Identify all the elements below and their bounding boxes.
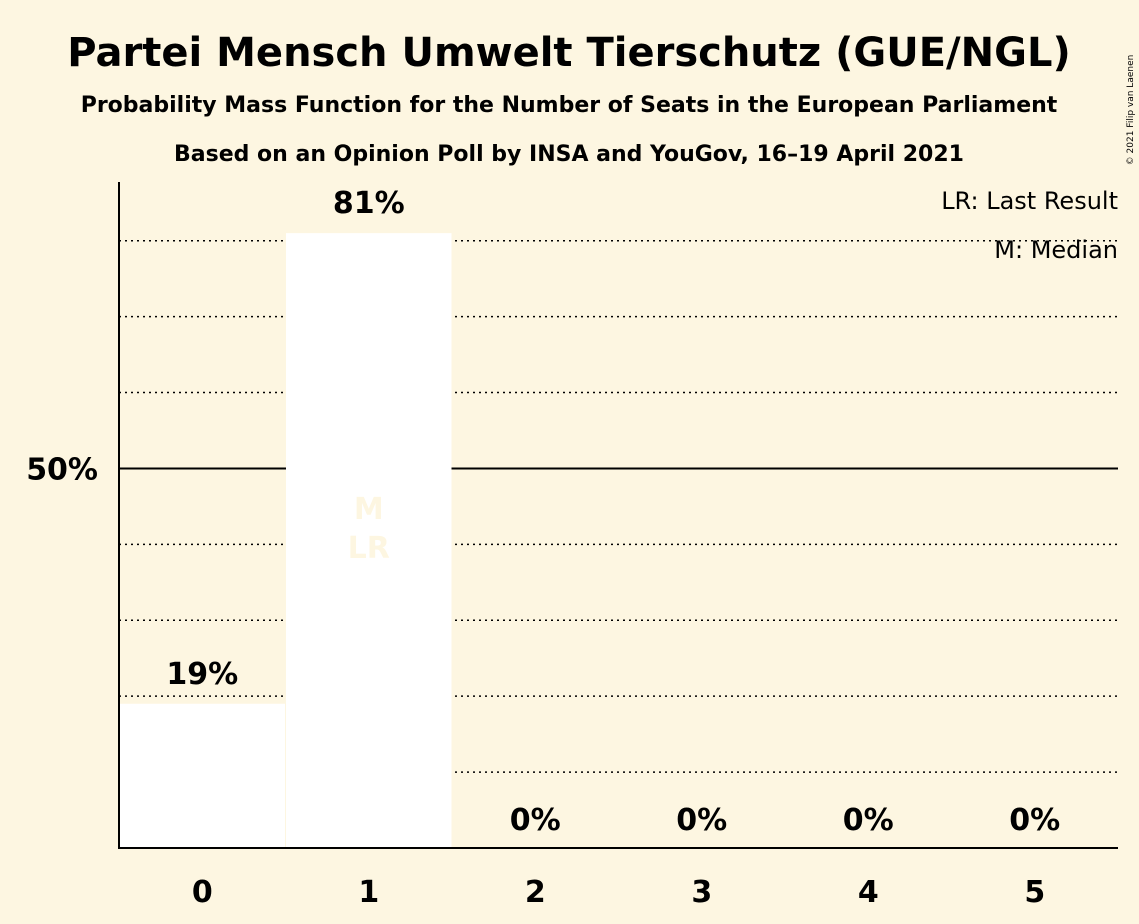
- x-tick-label-4: 4: [858, 875, 879, 910]
- chart-title: Partei Mensch Umwelt Tierschutz (GUE/NGL…: [67, 30, 1070, 76]
- y-tick-label-0: 50%: [26, 452, 98, 487]
- median-marker: M: [354, 492, 384, 527]
- data-label-4: 0%: [843, 803, 894, 838]
- last-result-marker: LR: [348, 531, 390, 566]
- copyright-text: © 2021 Filip van Laenen: [1126, 55, 1136, 166]
- x-tick-label-1: 1: [358, 875, 379, 910]
- chart-subtitle: Probability Mass Function for the Number…: [81, 93, 1058, 118]
- data-label-5: 0%: [1009, 803, 1060, 838]
- x-tick-label-5: 5: [1024, 875, 1045, 910]
- x-tick-label-3: 3: [691, 875, 712, 910]
- bars: [119, 233, 452, 849]
- grid-lines: [119, 239, 1118, 773]
- legend-median: M: Median: [994, 236, 1118, 264]
- bar-1: [286, 233, 452, 849]
- data-label-1: 81%: [333, 186, 405, 221]
- x-tick-label-0: 0: [192, 875, 213, 910]
- x-tick-label-2: 2: [525, 875, 546, 910]
- bar-0: [119, 703, 285, 848]
- data-label-2: 0%: [510, 803, 561, 838]
- chart-source: Based on an Opinion Poll by INSA and You…: [174, 142, 964, 167]
- data-label-0: 19%: [166, 657, 238, 692]
- legend-last-result: LR: Last Result: [941, 187, 1118, 215]
- data-label-3: 0%: [676, 803, 727, 838]
